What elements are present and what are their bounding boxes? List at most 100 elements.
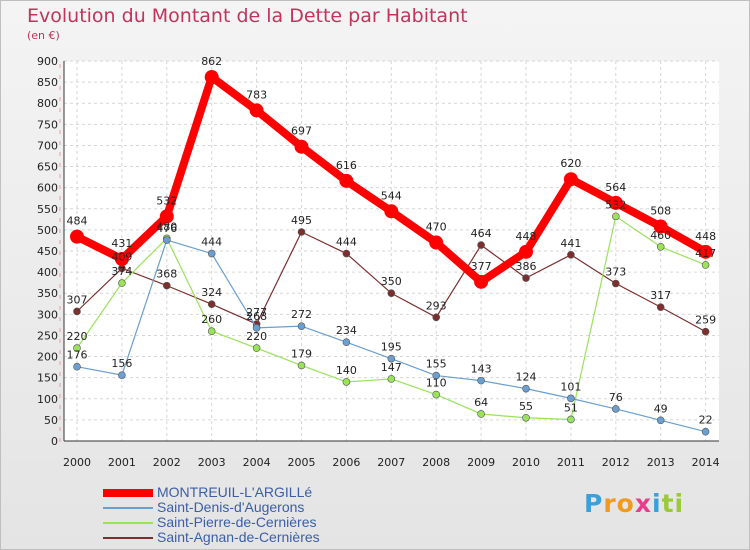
data-point [563, 172, 578, 187]
y-tick-label: 700 [37, 139, 58, 152]
x-tick-label: 2009 [467, 456, 495, 469]
data-label: 697 [291, 125, 312, 138]
data-label: 862 [201, 55, 222, 68]
data-point [567, 415, 575, 424]
chart-subtitle: (en €) [27, 29, 60, 42]
data-label: 143 [471, 363, 492, 376]
data-point [249, 103, 264, 118]
y-tick-label: 550 [37, 203, 58, 216]
data-label: 431 [111, 237, 132, 250]
data-label: 176 [67, 349, 88, 362]
logo-letter: t [661, 489, 675, 518]
data-label: 293 [426, 299, 447, 312]
legend-item: Saint-Pierre-de-Cernières [103, 515, 320, 530]
data-label: 448 [516, 230, 537, 243]
data-label: 460 [650, 229, 671, 242]
data-point [432, 313, 441, 322]
data-point [73, 344, 81, 352]
y-tick-label: 350 [37, 287, 58, 300]
data-label: 156 [111, 357, 132, 370]
x-tick-label: 2001 [108, 456, 136, 469]
data-point [519, 244, 533, 259]
legend-swatch [103, 488, 153, 497]
legend-swatch [103, 536, 153, 539]
data-point [159, 209, 174, 224]
data-label: 220 [67, 330, 88, 343]
data-label: 368 [156, 268, 177, 281]
data-label: 377 [471, 260, 492, 273]
data-label: 140 [336, 364, 357, 377]
legend-item: Saint-Denis-d'Augerons [103, 500, 320, 515]
data-label: 268 [246, 310, 267, 323]
data-label: 480 [156, 220, 177, 233]
x-tick-label: 2012 [602, 456, 630, 469]
data-label: 195 [381, 341, 402, 354]
data-label: 76 [609, 391, 623, 404]
data-point [701, 427, 710, 436]
data-point [611, 279, 620, 288]
data-label: 179 [291, 347, 312, 360]
y-tick-label: 450 [37, 245, 58, 258]
data-point [701, 261, 710, 269]
data-label: 444 [336, 236, 357, 249]
data-point [432, 371, 441, 380]
data-point [608, 195, 623, 210]
data-label: 783 [246, 88, 267, 101]
legend-item: MONTREUIL-L'ARGILLé [103, 485, 320, 500]
y-tick-label: 500 [37, 224, 58, 237]
data-label: 448 [695, 230, 716, 243]
data-point [204, 70, 219, 85]
data-point [432, 390, 441, 399]
data-label: 616 [336, 159, 357, 172]
x-tick-label: 2008 [422, 456, 450, 469]
data-point [567, 394, 575, 403]
data-label: 441 [560, 237, 581, 250]
data-point [297, 228, 306, 236]
data-label: 532 [156, 194, 177, 207]
data-point [294, 139, 309, 154]
data-label: 147 [381, 361, 402, 374]
data-point [611, 405, 620, 413]
data-point [653, 219, 668, 234]
data-point [522, 274, 530, 282]
data-point [474, 274, 489, 289]
logo-letter: i [674, 489, 685, 518]
data-point [252, 324, 261, 332]
y-tick-label: 150 [37, 372, 58, 385]
data-point [611, 212, 620, 221]
data-label: 508 [650, 205, 671, 218]
data-point [118, 371, 126, 379]
legend-label: Saint-Agnan-de-Cernières [157, 529, 320, 545]
data-label: 110 [426, 377, 447, 390]
data-point [163, 281, 171, 290]
data-point [297, 361, 306, 370]
data-label: 620 [560, 157, 581, 170]
data-point [387, 375, 396, 383]
x-tick-label: 2007 [377, 456, 405, 469]
x-tick-label: 2005 [288, 456, 316, 469]
y-tick-label: 0 [51, 435, 58, 448]
data-point [384, 204, 399, 219]
x-tick-label: 2002 [153, 456, 181, 469]
x-tick-label: 2011 [557, 456, 585, 469]
y-tick-label: 900 [37, 55, 58, 68]
data-label: 155 [426, 358, 447, 371]
data-point [477, 241, 485, 249]
legend-swatch [103, 521, 153, 524]
data-label: 124 [516, 371, 537, 384]
y-tick-label: 400 [37, 266, 58, 279]
legend: MONTREUIL-L'ARGILLé Saint-Denis-d'Augeron… [103, 485, 320, 545]
legend-label: Saint-Denis-d'Augerons [157, 499, 305, 515]
data-label: 307 [67, 293, 88, 306]
y-tick-label: 50 [44, 414, 58, 427]
data-labels: 484 431 532 862 783 697 616 544 470 377 448 620 564 5… [67, 55, 717, 427]
data-label: 272 [291, 308, 312, 321]
data-point [656, 303, 665, 311]
data-point [252, 344, 261, 352]
data-point [342, 338, 351, 347]
data-label: 464 [471, 227, 492, 240]
x-tick-label: 2014 [692, 456, 720, 469]
data-label: 444 [201, 236, 222, 249]
